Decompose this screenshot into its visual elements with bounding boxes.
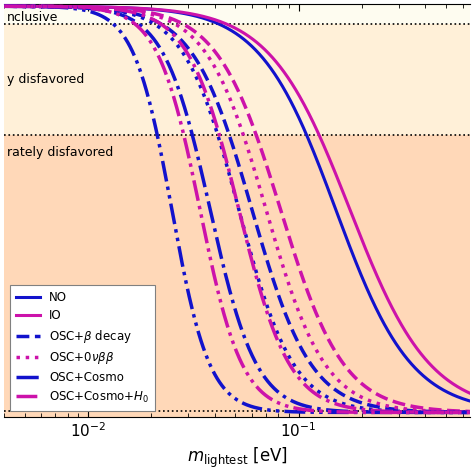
X-axis label: $m_\mathrm{lightest}$ [eV]: $m_\mathrm{lightest}$ [eV] [187,446,287,470]
Bar [4,135,470,411]
Bar [4,25,470,135]
Text: y disfavored: y disfavored [7,73,84,86]
Legend: NO, IO, OSC+$\beta$ decay, OSC+$0\nu\beta\beta$, OSC+Cosmo, OSC+Cosmo+$H_0$: NO, IO, OSC+$\beta$ decay, OSC+$0\nu\bet… [10,285,155,410]
Text: rately disfavored: rately disfavored [7,146,113,159]
Bar [4,4,470,25]
Bar [4,411,470,417]
Text: nclusive: nclusive [7,11,58,24]
